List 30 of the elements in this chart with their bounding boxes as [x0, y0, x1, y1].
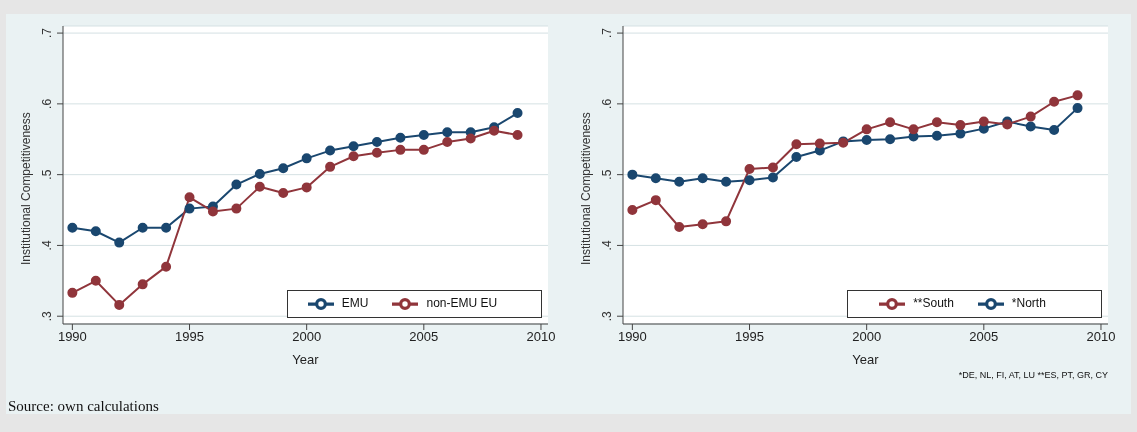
y-tick-label: .7 — [600, 27, 614, 39]
source-note: Source: own calculations — [8, 398, 160, 415]
y-axis-title: Institutional Competitiveness — [19, 112, 34, 265]
y-axis-title: Institutional Competitiveness — [579, 112, 594, 265]
x-tick-label: 2010 — [526, 329, 556, 345]
y-tick-label: .4 — [600, 240, 614, 251]
x-tick-label: 2005 — [409, 329, 439, 345]
y-tick-label: .6 — [600, 98, 614, 109]
legend-label: non-EMU EU — [426, 296, 498, 311]
y-tick-label: .5 — [600, 169, 614, 180]
text: *DE, NL, FI, AT, LU **ES, PT, GR, CY — [957, 370, 1109, 380]
x-tick-label: 2010 — [1086, 329, 1116, 345]
x-tick-label: 1990 — [617, 329, 647, 345]
x-tick-label: 1990 — [57, 329, 87, 345]
x-tick-label: 2000 — [852, 329, 882, 345]
x-tick-label: 2005 — [969, 329, 999, 345]
legend-label: *North — [1011, 296, 1046, 311]
y-tick-label: .4 — [40, 240, 54, 251]
y-tick-label: .3 — [40, 310, 54, 322]
x-tick-label: 2000 — [292, 329, 322, 345]
y-tick-label: .3 — [600, 310, 614, 322]
legend-label: **South — [913, 296, 954, 311]
x-axis-title: Year — [852, 352, 880, 367]
x-tick-label: 1995 — [735, 329, 764, 345]
x-tick-label: 1995 — [175, 329, 204, 345]
y-tick-label: .6 — [40, 98, 54, 109]
x-axis-title: Year — [292, 352, 320, 367]
y-tick-label: .5 — [40, 169, 54, 180]
legend-label: EMU — [341, 296, 369, 311]
y-tick-label: .7 — [40, 27, 54, 39]
